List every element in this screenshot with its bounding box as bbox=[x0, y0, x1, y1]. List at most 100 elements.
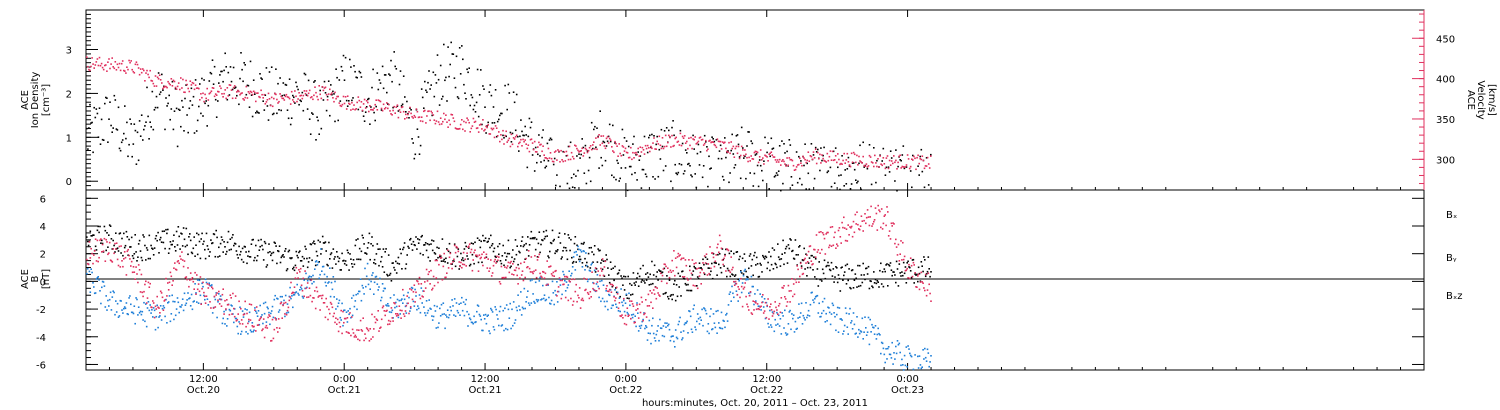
field-bz-point-461 bbox=[491, 272, 494, 274]
field-bz-point-543 bbox=[564, 275, 566, 278]
field-bz-point-260 bbox=[314, 307, 317, 310]
field-by-point-252 bbox=[307, 276, 310, 279]
field-by-point-565 bbox=[583, 250, 585, 253]
field-bz-point-251 bbox=[306, 282, 309, 284]
density-point-359 bbox=[465, 98, 467, 100]
field-by-point-284 bbox=[336, 298, 338, 300]
field-by-point-608 bbox=[621, 301, 623, 304]
field-by-point-920 bbox=[895, 352, 898, 355]
velocity-point-360 bbox=[466, 117, 468, 119]
field-by-point-867 bbox=[849, 307, 851, 310]
velocity-point-189 bbox=[285, 93, 288, 96]
velocity-point-539 bbox=[655, 148, 657, 150]
field-bz-point-124 bbox=[195, 293, 197, 295]
field-bx-point-838 bbox=[823, 259, 826, 262]
field-by-point-66 bbox=[144, 320, 146, 323]
x-axis-title: hours:minutes, Oct. 20, 2011 – Oct. 23, … bbox=[642, 398, 868, 409]
velocity-point-775 bbox=[904, 166, 907, 168]
density-point-327 bbox=[431, 114, 433, 117]
density-point-352 bbox=[457, 97, 460, 100]
field-bz-point-917 bbox=[893, 223, 895, 225]
density-point-229 bbox=[327, 80, 330, 82]
field-by-point-323 bbox=[370, 280, 372, 283]
density-point-730 bbox=[887, 166, 890, 168]
velocity-point-128 bbox=[221, 93, 223, 95]
field-bx-point-23 bbox=[106, 232, 108, 234]
density-point-154 bbox=[248, 106, 251, 108]
density-point-278 bbox=[379, 82, 382, 84]
field-by-point-664 bbox=[670, 335, 673, 338]
field-bz-point-112 bbox=[184, 276, 187, 279]
field-by-point-31 bbox=[113, 291, 115, 294]
density-point-425 bbox=[534, 146, 537, 149]
field-bx-point-299 bbox=[349, 253, 351, 255]
velocity-point-796 bbox=[926, 156, 929, 159]
field-bx-point-63 bbox=[141, 259, 144, 262]
velocity-point-78 bbox=[168, 82, 170, 85]
field-bz-point-909 bbox=[886, 206, 888, 208]
density-point-301 bbox=[404, 96, 406, 98]
field-by-point-800 bbox=[790, 328, 792, 331]
field-by-point-498 bbox=[524, 307, 526, 310]
field-bx-point-308 bbox=[357, 238, 359, 240]
field-bx-point-162 bbox=[228, 249, 231, 251]
field-bx-point-57 bbox=[136, 260, 138, 262]
density-point-756 bbox=[927, 184, 930, 186]
density-point-58 bbox=[147, 115, 149, 118]
velocity-point-605 bbox=[725, 147, 727, 150]
velocity-point-151 bbox=[245, 85, 248, 88]
field-by-point-108 bbox=[181, 304, 183, 306]
density-point-190 bbox=[286, 109, 289, 111]
field-bz-point-307 bbox=[356, 329, 358, 331]
velocity-point-337 bbox=[442, 120, 444, 123]
field-bx-point-350 bbox=[394, 269, 396, 271]
field-by-point-517 bbox=[541, 298, 543, 300]
density-point-167 bbox=[262, 100, 264, 102]
density-point-265 bbox=[365, 106, 368, 108]
field-bx-point-456 bbox=[487, 240, 489, 243]
field-by-point-397 bbox=[435, 327, 438, 329]
field-bz-point-423 bbox=[458, 261, 460, 263]
field-by-point-842 bbox=[827, 306, 829, 309]
velocity-point-233 bbox=[332, 97, 334, 99]
field-bx-point-797 bbox=[787, 244, 790, 246]
field-bx-point-293 bbox=[343, 262, 346, 265]
density-point-53 bbox=[142, 139, 144, 141]
field-by-point-206 bbox=[267, 307, 269, 310]
density-point-694 bbox=[839, 188, 841, 191]
field-bz-point-255 bbox=[310, 279, 313, 281]
field-bx-point-923 bbox=[898, 263, 901, 265]
field-bx-point-608 bbox=[621, 277, 623, 279]
field-by-point-305 bbox=[354, 300, 357, 302]
field-bz-point-447 bbox=[479, 257, 482, 260]
density-point-95 bbox=[186, 114, 188, 116]
density-point-111 bbox=[203, 79, 205, 81]
density-point-464 bbox=[582, 146, 585, 149]
density-point-337 bbox=[442, 95, 444, 98]
velocity-point-213 bbox=[311, 96, 313, 98]
field-by-point-668 bbox=[674, 346, 676, 348]
field-bz-point-903 bbox=[880, 208, 883, 210]
field-by-point-240 bbox=[297, 292, 299, 295]
field-bz-point-555 bbox=[574, 290, 577, 293]
field-bx-point-405 bbox=[442, 260, 445, 262]
field-by-point-698 bbox=[700, 319, 702, 321]
velocity-point-96 bbox=[187, 87, 189, 90]
field-by-point-622 bbox=[633, 320, 636, 323]
field-bx-point-908 bbox=[885, 264, 887, 266]
field-by-point-665 bbox=[671, 335, 673, 337]
field-by-point-218 bbox=[277, 311, 280, 313]
field-bx-point-172 bbox=[237, 257, 239, 259]
field-bx-point-152 bbox=[219, 242, 222, 245]
field-bz-point-657 bbox=[664, 263, 666, 266]
field-bx-point-703 bbox=[704, 256, 707, 259]
velocity-point-117 bbox=[209, 91, 212, 94]
field-by-point-712 bbox=[712, 313, 715, 315]
field-bz-point-951 bbox=[923, 287, 925, 289]
field-bx-point-768 bbox=[762, 254, 764, 257]
field-bx-point-549 bbox=[569, 249, 571, 252]
field-bx-point-669 bbox=[674, 299, 677, 302]
density-point-238 bbox=[337, 119, 339, 122]
field-by-point-836 bbox=[821, 300, 824, 303]
field-bz-point-432 bbox=[466, 252, 468, 254]
